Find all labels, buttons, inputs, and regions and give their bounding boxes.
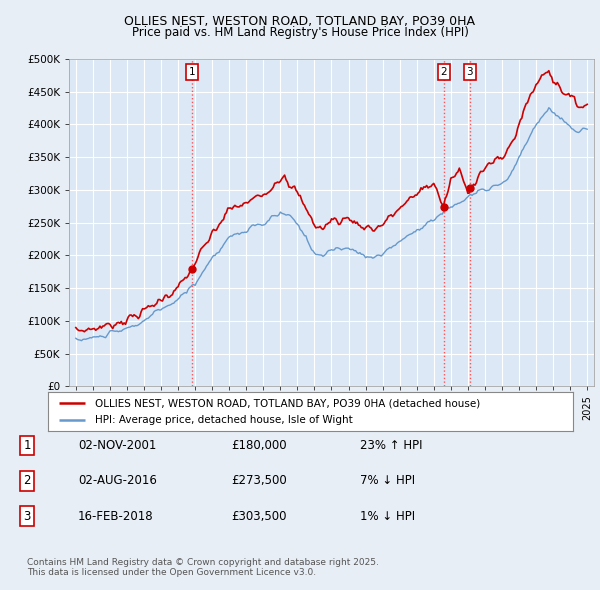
Text: 3: 3 — [467, 67, 473, 77]
Text: OLLIES NEST, WESTON ROAD, TOTLAND BAY, PO39 0HA (detached house): OLLIES NEST, WESTON ROAD, TOTLAND BAY, P… — [95, 398, 481, 408]
Text: 2: 2 — [440, 67, 447, 77]
Text: 1: 1 — [189, 67, 196, 77]
Text: 7% ↓ HPI: 7% ↓ HPI — [360, 474, 415, 487]
Text: Price paid vs. HM Land Registry's House Price Index (HPI): Price paid vs. HM Land Registry's House … — [131, 26, 469, 39]
Text: 1% ↓ HPI: 1% ↓ HPI — [360, 510, 415, 523]
Text: 02-AUG-2016: 02-AUG-2016 — [78, 474, 157, 487]
Text: HPI: Average price, detached house, Isle of Wight: HPI: Average price, detached house, Isle… — [95, 415, 353, 425]
Text: Contains HM Land Registry data © Crown copyright and database right 2025.
This d: Contains HM Land Registry data © Crown c… — [27, 558, 379, 577]
Text: 16-FEB-2018: 16-FEB-2018 — [78, 510, 154, 523]
Text: 1: 1 — [23, 439, 31, 452]
Text: 23% ↑ HPI: 23% ↑ HPI — [360, 439, 422, 452]
Text: 02-NOV-2001: 02-NOV-2001 — [78, 439, 157, 452]
Text: £273,500: £273,500 — [231, 474, 287, 487]
Text: OLLIES NEST, WESTON ROAD, TOTLAND BAY, PO39 0HA: OLLIES NEST, WESTON ROAD, TOTLAND BAY, P… — [125, 15, 476, 28]
Text: 2: 2 — [23, 474, 31, 487]
Text: 3: 3 — [23, 510, 31, 523]
Text: £180,000: £180,000 — [231, 439, 287, 452]
Text: £303,500: £303,500 — [231, 510, 287, 523]
